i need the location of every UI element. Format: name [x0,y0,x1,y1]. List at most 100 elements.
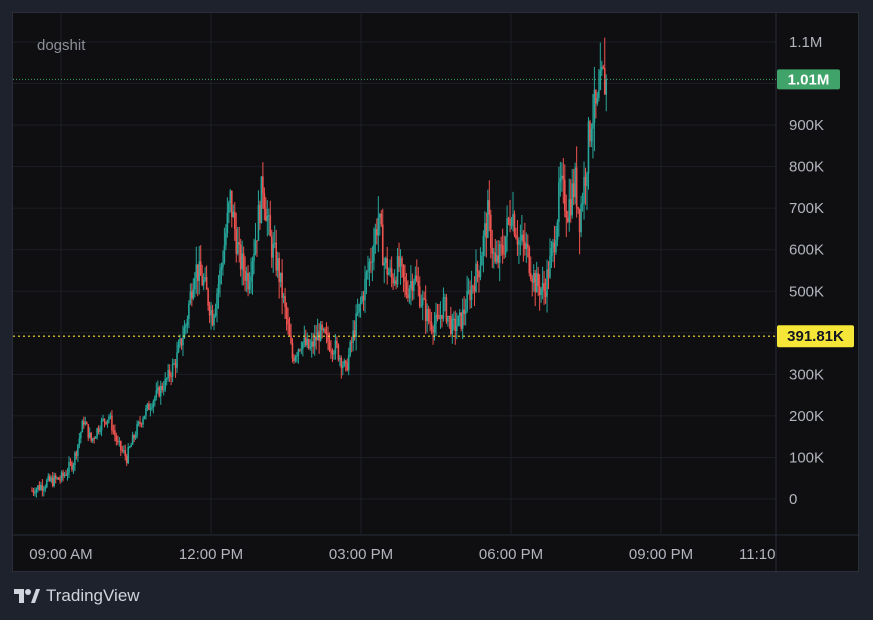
candle-body [479,265,482,278]
candle-body [529,272,532,279]
candle-body [574,167,576,198]
candle-body [399,257,402,267]
candle-body [253,253,255,262]
candle-body [602,66,605,69]
candle-body [423,298,425,300]
candle-body [549,255,551,278]
candle-body [380,213,383,225]
candle-body [466,290,468,312]
candle-body [69,461,72,463]
candle-body [122,450,125,452]
candle-body [99,430,101,432]
candle-body [199,261,202,276]
candle-body [248,281,251,290]
candle-body [88,432,91,438]
candle-body [71,462,73,470]
candle-body [168,369,171,377]
candle-body [305,337,307,346]
candle-body [241,253,243,270]
candle-body [239,244,242,270]
candle-body [460,312,462,329]
candle-body [121,449,124,451]
candle-body [256,240,258,242]
candle-body [445,297,448,322]
candle-body [347,354,350,371]
candle-body [75,452,78,456]
symbol-label: dogshit [37,37,86,54]
y-tick-label: 300K [789,366,824,383]
candle-body [259,205,261,224]
candle-body [464,311,467,315]
candle-body [266,215,269,221]
candle-body [93,438,95,440]
candle-body [201,275,203,286]
candle-body [376,229,378,236]
candle-body [541,282,544,289]
candle-body [402,265,405,277]
candle-body [53,475,55,486]
candle-body [250,276,252,282]
candle-body [68,461,70,473]
candle-body [205,277,208,290]
candle-body [170,376,172,378]
candle-body [584,176,587,187]
candle-body [436,314,439,319]
candle-body [469,290,471,301]
candle-body [555,240,557,253]
candle-body [176,352,178,368]
candle-body [595,89,597,104]
candle-body [580,204,582,233]
candle-body [37,485,39,490]
candle-body [497,255,499,264]
candle-body [191,291,193,299]
candle-body [155,390,158,398]
candle-body [504,236,507,255]
candle-body [115,435,118,442]
candle-body [342,365,344,369]
candle-body [331,350,334,355]
candle-body [418,286,421,307]
candle-body [173,363,175,365]
candle-body [315,336,317,341]
candle-body [490,214,492,248]
candle-body [72,465,75,470]
candle-body [96,428,98,438]
candle-body [564,179,566,211]
candle-body [128,446,131,448]
candle-body [518,240,520,245]
candle-body [438,318,440,320]
tradingview-branding[interactable]: TradingView [12,586,140,606]
candle-body [46,480,48,488]
candle-body [485,223,488,238]
candle-body [165,378,168,380]
candle-body [83,421,85,425]
candle-body [57,477,60,480]
candle-body [85,422,88,425]
candle-body [404,276,406,282]
candle-body [294,356,297,362]
candle-body [524,241,526,249]
candle-body [426,309,428,321]
candle-body [411,280,414,292]
candle-body [134,435,137,439]
candle-body [559,178,562,183]
candle-body [302,342,304,349]
candle-body [448,315,451,317]
candle-body [349,341,351,355]
candle-body [299,349,301,351]
candle-body [432,329,434,333]
candle-body [245,272,248,281]
candle-body [424,299,427,321]
candle-body [598,90,600,98]
candle-body [534,273,536,293]
candle-body [458,312,461,316]
chart-canvas[interactable]: 1.1M 900K 800K 700K 600K 500K 300K 200K 100K 0 09:… [13,13,860,573]
candle-body [599,70,602,91]
candle-body [48,475,51,481]
candle-body [340,358,343,369]
candle-body [513,214,516,235]
candle-body [77,444,79,456]
candle-body [427,309,430,322]
candle-body [516,238,519,245]
candle-body [522,234,525,242]
